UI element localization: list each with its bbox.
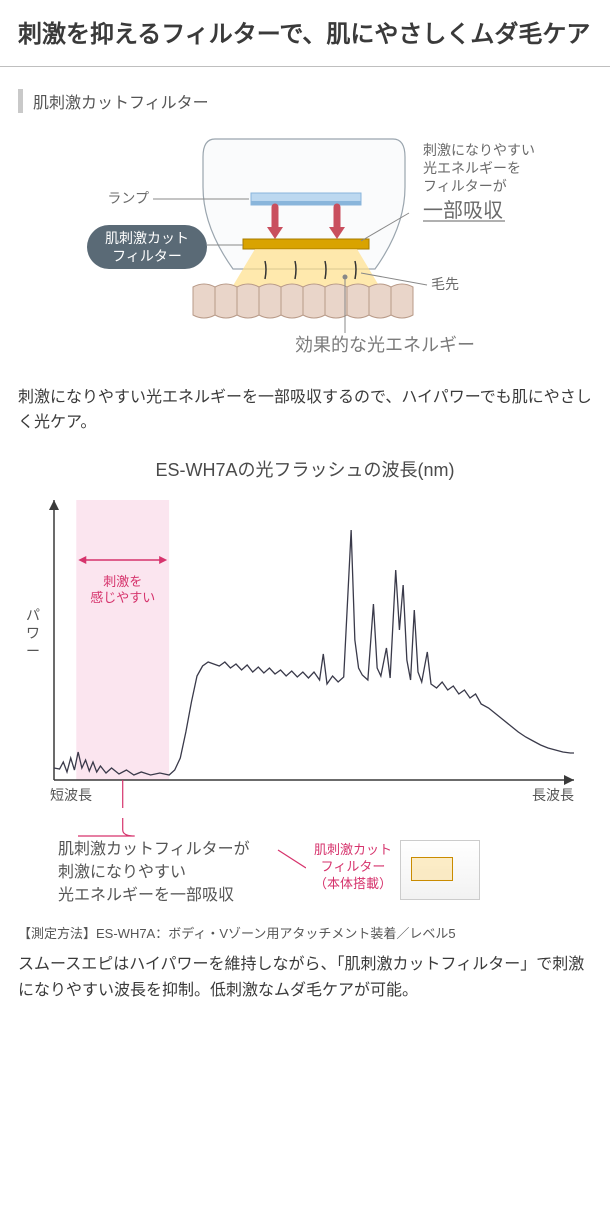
body-text-1: 刺激になりやすい光エネルギーを一部吸収するので、ハイパワーでも肌にやさしく光ケア… (0, 375, 610, 442)
annotation-main-text: 肌刺激カットフィルターが 刺激になりやすい 光エネルギーを一部吸収 (58, 838, 268, 908)
device-thumbnail (400, 840, 480, 900)
svg-text:長波長: 長波長 (532, 787, 574, 803)
closing-text: スムースエピはハイパワーを維持しながら、「肌刺激カットフィルター」で刺激になりや… (0, 946, 610, 1027)
chart-annotation: 肌刺激カットフィルターが 刺激になりやすい 光エネルギーを一部吸収 肌刺激カット… (0, 818, 610, 916)
svg-text:パ: パ (26, 607, 40, 623)
svg-text:フィルター: フィルター (112, 248, 182, 264)
measurement-note: 【測定方法】ES-WH7A：ボディ・Vゾーン用アタッチメント装着／レベル5 (0, 915, 610, 946)
annotation-filter-label: 肌刺激カット フィルター （本体搭載） (314, 842, 392, 893)
annotation-line-1: 肌刺激カットフィルターが (58, 841, 250, 858)
svg-text:感じやすい: 感じやすい (90, 590, 155, 605)
svg-text:ワ: ワ (26, 625, 40, 641)
svg-text:肌刺激カット: 肌刺激カット (105, 230, 189, 246)
svg-text:フィルターが: フィルターが (423, 178, 507, 194)
svg-text:短波長: 短波長 (50, 787, 92, 803)
section-label-filter: 肌刺激カットフィルター (18, 89, 592, 113)
svg-text:ー: ー (26, 643, 40, 659)
chart-title: ES-WH7Aの光フラッシュの波長(nm) (0, 456, 610, 482)
svg-text:ランプ: ランプ (107, 190, 149, 206)
spectrum-chart: 刺激を感じやすいパワー短波長 長波長 (10, 488, 600, 818)
svg-text:刺激を: 刺激を (103, 574, 142, 589)
svg-text:一部吸収: 一部吸収 (423, 199, 503, 222)
annotation-line-2: 刺激になりやすい (58, 864, 186, 881)
svg-text:毛先: 毛先 (431, 276, 459, 292)
device-diagram: ランプ肌刺激カットフィルター毛先効果的な光エネルギー 刺激になりやすい光エネルギー… (25, 127, 585, 367)
svg-text:刺激になりやすい: 刺激になりやすい (423, 142, 535, 158)
annotation-line-3: 光エネルギーを一部吸収 (58, 887, 234, 904)
page-title: 刺激を抑えるフィルターで、肌にやさしくムダ毛ケア (0, 0, 610, 67)
svg-text:光エネルギーを: 光エネルギーを (423, 160, 521, 176)
svg-text:効果的な光エネルギー: 効果的な光エネルギー (295, 335, 475, 355)
